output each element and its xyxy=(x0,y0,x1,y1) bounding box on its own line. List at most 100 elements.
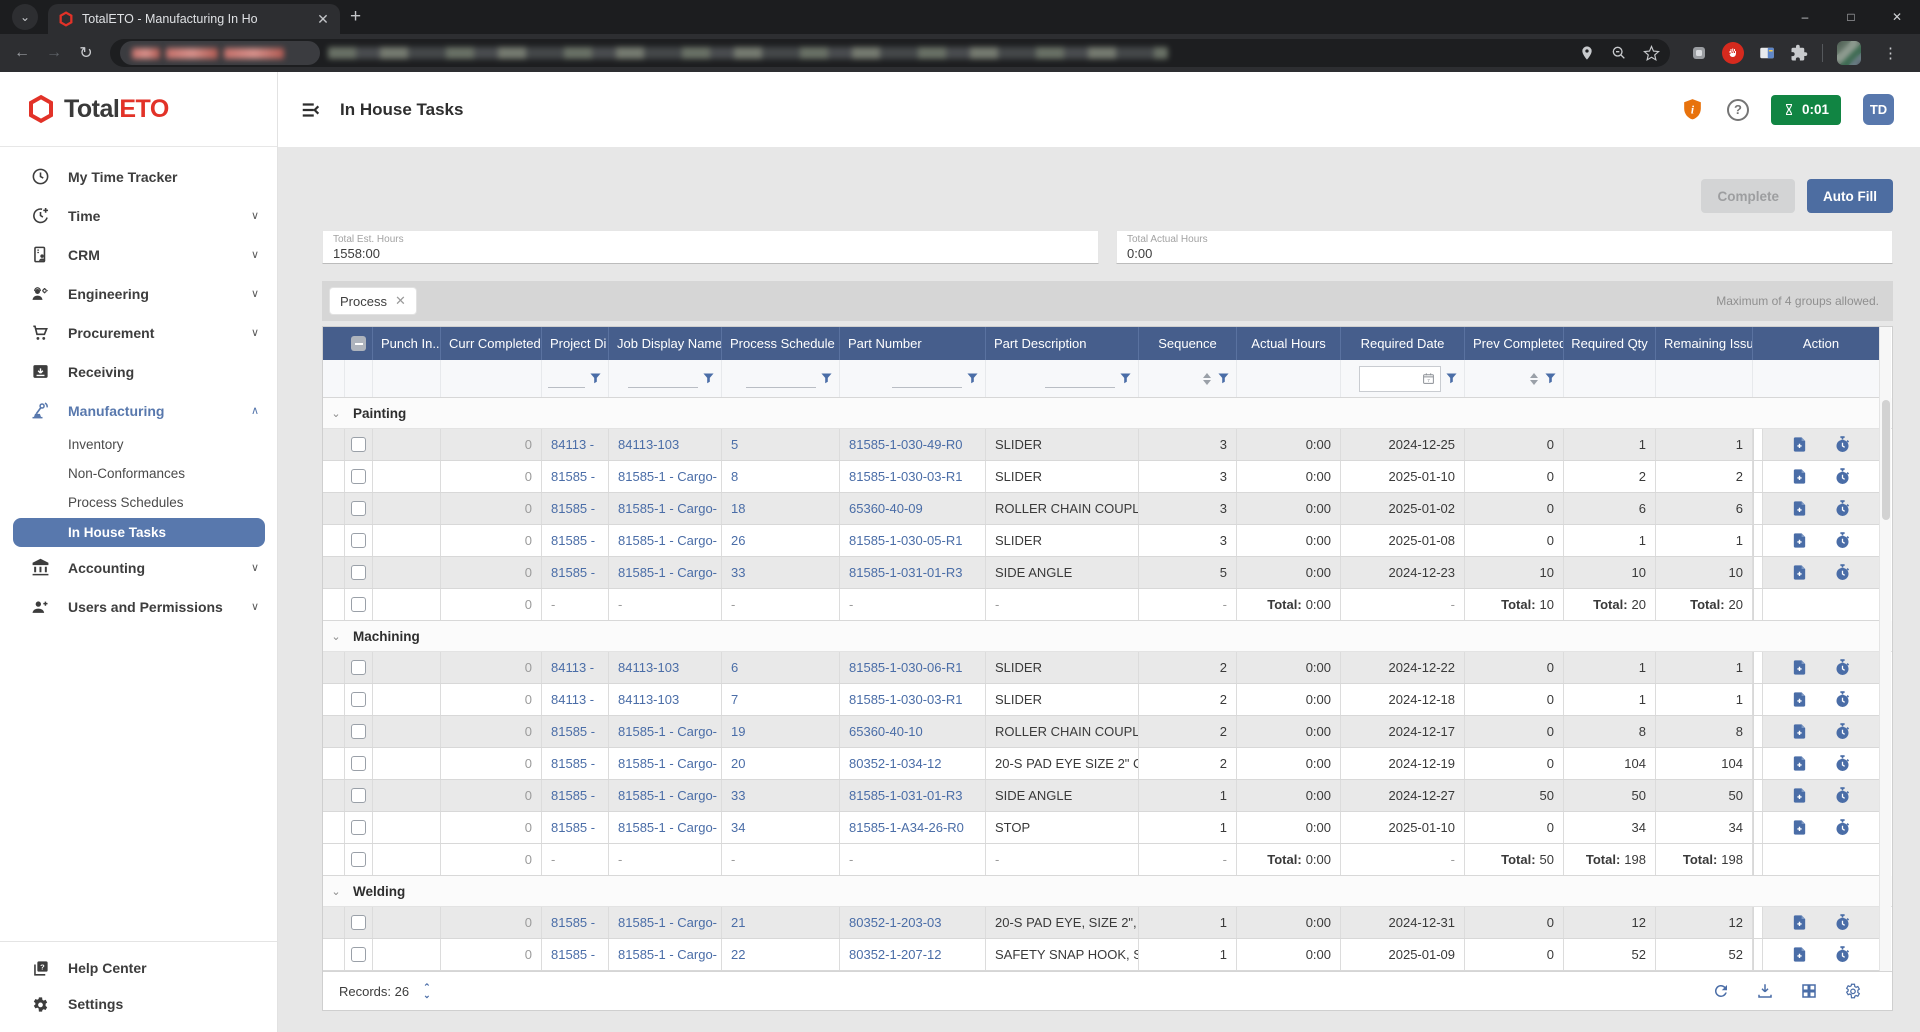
col-job-display-name[interactable]: Job Display Name xyxy=(609,327,722,360)
row-checkbox[interactable] xyxy=(351,852,366,867)
reload-icon[interactable]: ↻ xyxy=(79,45,93,62)
cell-schedule[interactable]: 22 xyxy=(722,939,840,970)
group-header[interactable]: ⌄ Machining xyxy=(323,621,1892,652)
cell-part-number[interactable]: 81585-1-031-01-R3 xyxy=(840,557,986,588)
cell-project[interactable]: 84113 - xyxy=(542,684,609,715)
timer-button[interactable]: 0:01 xyxy=(1770,94,1841,125)
add-document-icon[interactable] xyxy=(1791,659,1808,676)
stopwatch-icon[interactable] xyxy=(1834,723,1851,740)
filter-icon[interactable] xyxy=(820,372,833,385)
add-document-icon[interactable] xyxy=(1791,564,1808,581)
group-header[interactable]: ⌄ Painting xyxy=(323,398,1892,429)
cell-project[interactable]: 81585 - xyxy=(542,907,609,938)
sidebar-item-process-schedules[interactable]: Process Schedules xyxy=(68,495,184,510)
cell-job[interactable]: 81585-1 - Cargo- xyxy=(609,939,722,970)
cell-part-number[interactable]: 80352-1-203-03 xyxy=(840,907,986,938)
stopwatch-icon[interactable] xyxy=(1834,787,1851,804)
cell-schedule[interactable]: 19 xyxy=(722,716,840,747)
autofill-button[interactable]: Auto Fill xyxy=(1807,179,1893,213)
location-pin-icon[interactable] xyxy=(1579,45,1595,61)
tab-close-icon[interactable]: ✕ xyxy=(317,10,329,27)
browser-profile-avatar[interactable] xyxy=(1837,41,1861,65)
cell-schedule[interactable]: 26 xyxy=(722,525,840,556)
cell-job[interactable]: 81585-1 - Cargo- xyxy=(609,493,722,524)
cell-project[interactable]: 81585 - xyxy=(542,461,609,492)
col-project[interactable]: Project Di xyxy=(542,327,609,360)
row-checkbox[interactable] xyxy=(351,692,366,707)
filter-icon[interactable] xyxy=(589,372,602,385)
row-checkbox[interactable] xyxy=(351,565,366,580)
stopwatch-icon[interactable] xyxy=(1834,436,1851,453)
group-chip-process[interactable]: Process ✕ xyxy=(329,287,417,315)
filter-part-number-input[interactable] xyxy=(892,370,962,388)
sidebar-item-users-and-permissions[interactable]: Users and Permissions ∨ xyxy=(0,587,277,626)
page-size-spinner[interactable]: ⌃ ⌄ xyxy=(423,981,431,1000)
chevron-down-icon[interactable]: ⌄ xyxy=(331,885,341,898)
add-document-icon[interactable] xyxy=(1791,787,1808,804)
chevron-down-icon[interactable]: ⌄ xyxy=(331,630,341,643)
cell-project[interactable]: 81585 - xyxy=(542,493,609,524)
adblock-icon[interactable] xyxy=(1722,42,1744,64)
filter-icon[interactable] xyxy=(1119,372,1132,385)
add-document-icon[interactable] xyxy=(1791,946,1808,963)
col-curr-completed[interactable]: Curr Completed xyxy=(441,327,542,360)
filter-icon[interactable] xyxy=(1544,372,1557,385)
stopwatch-icon[interactable] xyxy=(1834,819,1851,836)
cell-job[interactable]: 81585-1 - Cargo- xyxy=(609,461,722,492)
help-question-icon[interactable]: ? xyxy=(1726,98,1749,121)
sidebar-item-time[interactable]: Time ∨ xyxy=(0,196,277,235)
table-scrollbar[interactable] xyxy=(1879,327,1891,971)
stopwatch-icon[interactable] xyxy=(1834,564,1851,581)
row-checkbox[interactable] xyxy=(351,724,366,739)
sidebar-item-settings[interactable]: Settings xyxy=(0,986,277,1022)
forward-icon[interactable]: → xyxy=(46,44,62,61)
sidebar-item-non-conformances[interactable]: Non-Conformances xyxy=(68,466,186,481)
sidebar-item-help-center[interactable]: ? Help Center xyxy=(0,950,277,986)
required-date-input[interactable]: 7 xyxy=(1359,365,1441,392)
back-icon[interactable]: ← xyxy=(14,44,30,61)
sequence-spinner[interactable] xyxy=(1203,372,1211,385)
sidebar-item-crm[interactable]: CRM ∨ xyxy=(0,235,277,274)
sidebar-item-inventory[interactable]: Inventory xyxy=(68,437,124,452)
cell-schedule[interactable]: 34 xyxy=(722,812,840,843)
stopwatch-icon[interactable] xyxy=(1834,946,1851,963)
alert-shield-icon[interactable]: i xyxy=(1680,97,1705,122)
download-icon[interactable] xyxy=(1756,982,1774,1000)
cell-part-number[interactable]: 81585-1-030-49-R0 xyxy=(840,429,986,460)
row-checkbox[interactable] xyxy=(351,437,366,452)
row-checkbox[interactable] xyxy=(351,533,366,548)
col-part-description[interactable]: Part Description xyxy=(986,327,1139,360)
columns-grid-icon[interactable] xyxy=(1800,982,1818,1000)
sidebar-item-procurement[interactable]: Procurement ∨ xyxy=(0,313,277,352)
tab-search-button[interactable]: ⌄ xyxy=(12,4,38,30)
stopwatch-icon[interactable] xyxy=(1834,500,1851,517)
add-document-icon[interactable] xyxy=(1791,723,1808,740)
cell-part-number[interactable]: 81585-1-030-03-R1 xyxy=(840,684,986,715)
row-checkbox[interactable] xyxy=(351,501,366,516)
cell-job[interactable]: 81585-1 - Cargo- xyxy=(609,812,722,843)
stopwatch-icon[interactable] xyxy=(1834,659,1851,676)
extension-generic-icon[interactable] xyxy=(1690,44,1708,62)
filter-job-input[interactable] xyxy=(628,370,698,388)
row-checkbox[interactable] xyxy=(351,756,366,771)
cell-project[interactable]: 81585 - xyxy=(542,716,609,747)
filter-icon[interactable] xyxy=(1445,372,1458,385)
cell-project[interactable]: 81585 - xyxy=(542,812,609,843)
cell-project[interactable]: 81585 - xyxy=(542,780,609,811)
cell-schedule[interactable]: 6 xyxy=(722,652,840,683)
sidebar-item-in-house-tasks[interactable]: In House Tasks xyxy=(13,518,265,547)
sidebar-item-accounting[interactable]: Accounting ∨ xyxy=(0,548,277,587)
col-remaining-issued[interactable]: Remaining Issu xyxy=(1656,327,1753,360)
cell-part-number[interactable]: 81585-1-031-01-R3 xyxy=(840,780,986,811)
cell-schedule[interactable]: 8 xyxy=(722,461,840,492)
cell-part-number[interactable]: 81585-1-030-06-R1 xyxy=(840,652,986,683)
row-checkbox[interactable] xyxy=(351,820,366,835)
address-bar[interactable] xyxy=(110,39,1670,67)
col-process-schedule[interactable]: Process Schedule xyxy=(722,327,840,360)
prev-completed-spinner[interactable] xyxy=(1530,372,1538,385)
add-document-icon[interactable] xyxy=(1791,691,1808,708)
cell-project[interactable]: 81585 - xyxy=(542,557,609,588)
cell-part-number[interactable]: 65360-40-10 xyxy=(840,716,986,747)
row-checkbox[interactable] xyxy=(351,947,366,962)
add-document-icon[interactable] xyxy=(1791,819,1808,836)
